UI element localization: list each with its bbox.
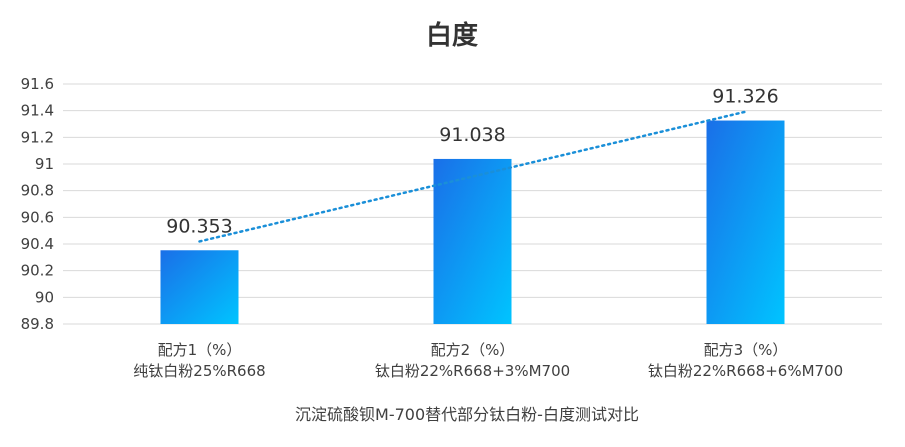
x-category-label: 纯钛白粉25%R668 (133, 362, 265, 380)
x-category-label: 钛白粉22%R668+3%M700 (375, 362, 570, 380)
x-category-label: 配方2（%） (431, 341, 515, 359)
y-tick-label: 91.4 (21, 102, 54, 120)
x-axis-categories: 配方1（%） 纯钛白粉25%R668 配方2（%） 钛白粉22%R668+3%M700… (133, 341, 843, 380)
y-tick-label: 90 (35, 288, 54, 306)
y-tick-label: 91.6 (21, 75, 54, 93)
data-label: 91.326 (712, 86, 778, 108)
y-tick-label: 90.6 (21, 208, 54, 226)
bars (160, 120, 785, 325)
x-category-label: 配方3（%） (704, 341, 788, 359)
y-tick-label: 91.2 (21, 128, 54, 146)
trendline-layer (198, 110, 747, 243)
data-labels: 90.353 91.038 91.326 (166, 86, 778, 238)
y-tick-label: 90.8 (21, 182, 54, 200)
data-label: 90.353 (166, 215, 232, 237)
y-tick-label: 90.4 (21, 235, 54, 253)
bar (433, 158, 512, 324)
y-axis-ticks: 89.8 90 90.2 90.4 90.6 90.8 91 91.2 91.4 91.6 (21, 75, 54, 333)
y-tick-label: 90.2 (21, 262, 54, 280)
x-axis-label: 沉淀硫酸钡M-700替代部分钛白粉-白度测试对比 (295, 405, 639, 424)
data-label: 91.038 (439, 124, 505, 146)
bar (706, 120, 785, 325)
x-category-label: 配方1（%） (158, 341, 242, 359)
chart-title: 白度 (426, 20, 478, 51)
y-tick-label: 89.8 (21, 315, 54, 333)
trendline (198, 110, 747, 243)
bar (160, 250, 239, 324)
y-tick-label: 91 (35, 155, 54, 173)
x-category-label: 钛白粉22%R668+6%M700 (648, 362, 843, 380)
